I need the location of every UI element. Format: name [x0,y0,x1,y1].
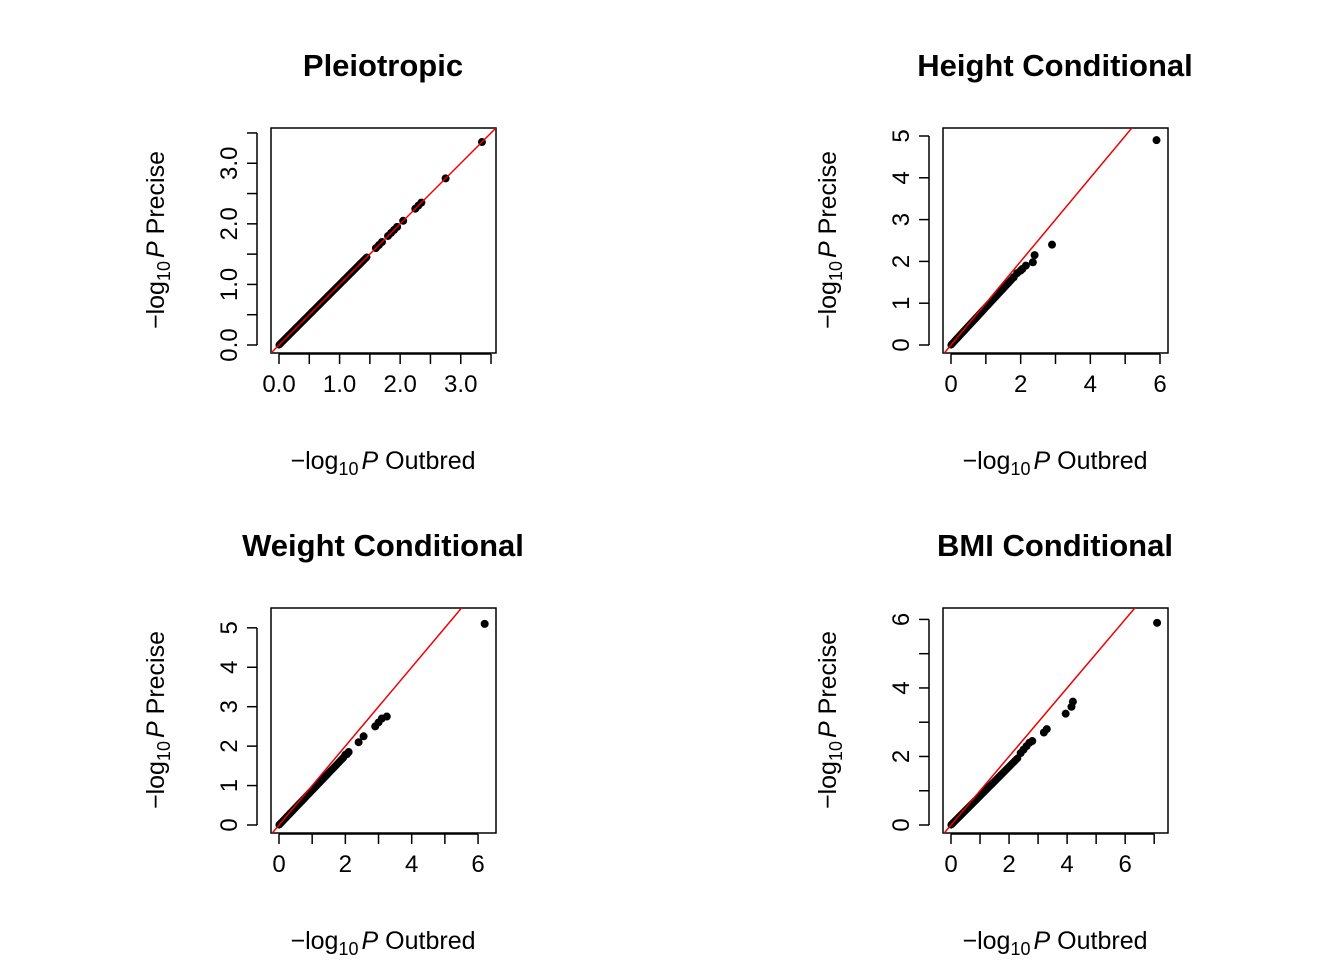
data-point [1068,697,1077,706]
y-tick-label: 1.0 [216,268,243,301]
x-tick-label: 3.0 [444,371,477,398]
y-axis-label: −log10PPrecise [142,151,174,329]
y-axis: 0 1 2 3 4 5 [888,129,930,352]
reference-line [271,608,463,833]
x-axis-label: −log10 P Outbred [290,447,475,479]
x-axis: 0.0 1.0 2.0 3.0 [262,353,492,398]
data-point [1048,240,1057,249]
plot-frame [942,127,1169,354]
data-point [1153,618,1162,627]
y-tick-label: 1 [216,779,243,792]
x-tick-label: 6 [1118,851,1131,878]
x-axis: 0 2 4 6 [944,833,1155,878]
reference-line [271,128,496,353]
y-tick-label: 0 [216,818,243,831]
data-point [1021,261,1030,270]
x-tick-label: 2 [339,851,352,878]
reference-line [943,608,1136,833]
x-tick-label: 4 [1084,371,1097,398]
y-axis-label: −log10PPrecise [814,631,846,809]
reference-line [943,128,1133,353]
data-point [382,712,391,721]
y-tick-label: 2.0 [216,207,243,240]
y-tick-label: 4 [888,681,915,694]
y-tick-label: 4 [216,661,243,674]
x-axis-label: −log10 P Outbred [962,927,1147,959]
data-point [1028,737,1037,746]
y-axis: 0 1 2 3 4 5 [216,621,258,832]
y-tick-label: 0.0 [216,328,243,361]
x-axis: 0 2 4 6 [944,353,1167,398]
panel-title: Height Conditional [917,48,1193,83]
x-tick-label: 0 [944,371,957,398]
y-axis: 0.0 1.0 2.0 3.0 [216,132,258,362]
panel-title: BMI Conditional [937,528,1173,563]
x-tick-label: 2.0 [383,371,416,398]
plot-area [943,608,1162,833]
panel-height-conditional: Height Conditional 0 2 4 6 0 1 2 3 4 5 −log10 P Ou… [814,48,1193,479]
x-axis-label: −log10 P Outbred [962,447,1147,479]
y-axis-label: −log10PPrecise [142,631,174,809]
plot-frame [270,127,497,354]
x-tick-label: 6 [1153,371,1166,398]
plot-frame [270,607,497,834]
y-tick-label: 1 [888,297,915,310]
x-tick-label: 0 [944,851,957,878]
plot-frame [942,607,1169,834]
y-tick-label: 6 [888,613,915,626]
x-tick-label: 2 [1014,371,1027,398]
data-point [480,619,489,628]
plot-area [271,128,496,353]
panel-weight-conditional: Weight Conditional 0 2 4 6 0 1 2 3 4 5 −log10 P Ou… [142,528,524,959]
y-tick-label: 2 [888,255,915,268]
data-point [359,732,368,741]
panel-pleiotropic: Pleiotropic 0.0 1.0 2.0 3.0 0.0 1.0 2.0 3.0 −l… [142,48,497,479]
x-axis: 0 2 4 6 [272,833,485,878]
y-tick-label: 5 [888,129,915,142]
y-tick-label: 3 [888,213,915,226]
x-tick-label: 0.0 [262,371,295,398]
y-tick-label: 0 [888,338,915,351]
x-tick-label: 0 [272,851,285,878]
y-tick-label: 2 [888,750,915,763]
data-point [1061,709,1070,718]
y-tick-label: 3.0 [216,147,243,180]
y-tick-label: 4 [888,171,915,184]
panel-title: Weight Conditional [242,528,524,563]
panel-title: Pleiotropic [303,48,463,83]
y-tick-label: 3 [216,700,243,713]
y-axis-label: −log10PPrecise [814,151,846,329]
x-tick-label: 6 [471,851,484,878]
plot-area [271,608,489,833]
panel-bmi-conditional: BMI Conditional 0 2 4 6 0 2 4 6 −log10 P Outbred… [814,528,1173,959]
data-point [354,738,363,747]
data-point [1042,725,1051,734]
data-point [1152,136,1161,145]
x-tick-label: 4 [1060,851,1073,878]
y-tick-label: 0 [888,818,915,831]
x-tick-label: 2 [1002,851,1015,878]
data-point [1028,258,1037,267]
y-tick-label: 5 [216,621,243,634]
x-axis-label: −log10 P Outbred [290,927,475,959]
plot-area [943,128,1161,353]
y-tick-label: 2 [216,739,243,752]
x-tick-label: 4 [405,851,418,878]
data-point [344,748,353,757]
x-tick-label: 1.0 [323,371,356,398]
y-axis: 0 2 4 6 [888,613,930,832]
data-point [1030,251,1039,260]
